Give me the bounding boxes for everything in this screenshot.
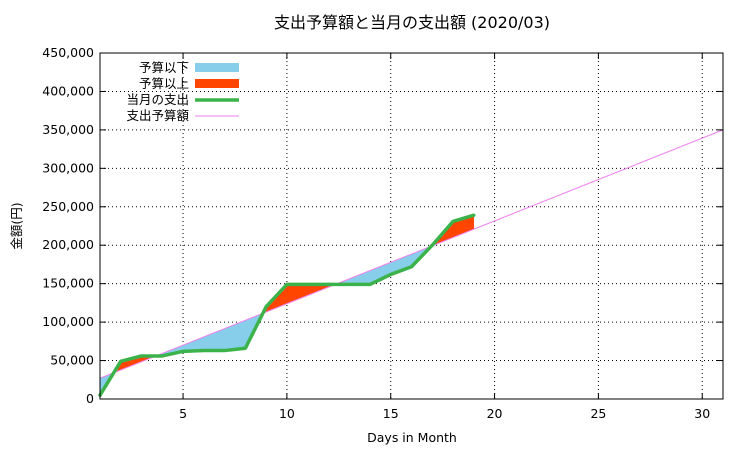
- legend-swatch: [195, 79, 239, 88]
- legend-label: 予算以下: [139, 60, 189, 75]
- y-tick-label: 400,000: [42, 83, 94, 98]
- x-tick-label: 20: [487, 406, 503, 421]
- y-tick-label: 50,000: [50, 353, 94, 368]
- legend-label: 当月の支出: [126, 92, 189, 107]
- legend-label: 予算以上: [139, 76, 189, 91]
- x-tick-label: 25: [590, 406, 606, 421]
- chart-title: 支出予算額と当月の支出額 (2020/03): [274, 13, 550, 32]
- x-axis-label: Days in Month: [367, 430, 457, 445]
- budget-line: [99, 129, 724, 379]
- legend-label: 支出予算額: [126, 108, 189, 123]
- grid-layer: [100, 53, 723, 399]
- y-tick-label: 0: [86, 391, 94, 406]
- tick-layer: 0 50,000 100,000 150,000 200,000 250,000 300,0…: [42, 45, 723, 421]
- y-tick-label: 200,000: [42, 237, 94, 252]
- line-layer: [98, 129, 724, 397]
- x-tick-label: 30: [694, 406, 710, 421]
- y-tick-label: 100,000: [42, 314, 94, 329]
- spending-line: [98, 213, 476, 397]
- y-tick-label: 250,000: [42, 199, 94, 214]
- y-tick-label: 450,000: [42, 45, 94, 60]
- y-tick-label: 300,000: [42, 160, 94, 175]
- under-budget-area: [203, 328, 225, 351]
- plot-frame: [99, 52, 724, 400]
- y-axis-label: 金額(円): [9, 202, 24, 249]
- x-tick-label: 15: [383, 406, 399, 421]
- legend-swatch: [195, 63, 239, 72]
- y-tick-label: 350,000: [42, 122, 94, 137]
- y-tick-label: 150,000: [42, 276, 94, 291]
- x-tick-label: 5: [179, 406, 187, 421]
- x-tick-label: 10: [279, 406, 295, 421]
- over-budget-area: [286, 284, 308, 305]
